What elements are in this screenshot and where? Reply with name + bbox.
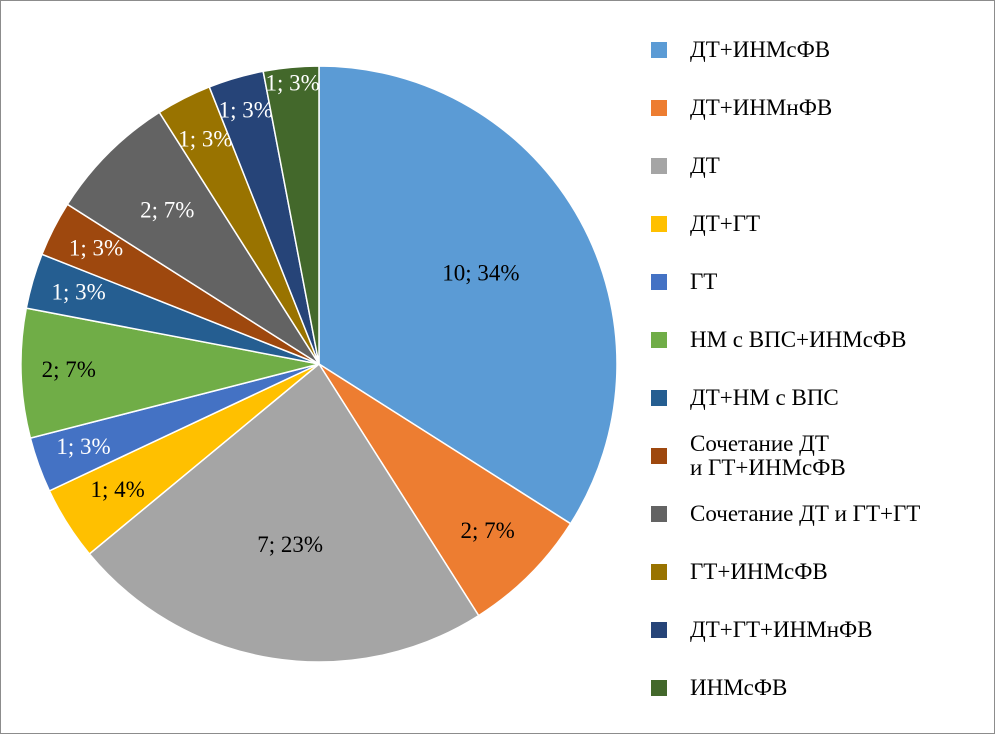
pie-slice-1: [318, 363, 572, 617]
pie-slice-5: [20, 307, 320, 440]
slice-data-label-1: 2; 7%: [460, 518, 514, 543]
legend-swatch-0: [651, 42, 667, 58]
legend-swatch-11: [651, 680, 667, 696]
legend-swatch-10: [651, 622, 667, 638]
slice-data-label-5: 2; 7%: [42, 357, 96, 382]
legend-item-2: ДТ: [651, 137, 991, 195]
legend-item-10: ДТ+ГТ+ИНМнФВ: [651, 601, 991, 659]
legend-swatch-2: [651, 158, 667, 174]
slice-data-label-0: 10; 34%: [442, 260, 519, 285]
legend-swatch-3: [651, 216, 667, 232]
legend-item-0: ДТ+ИНМсФВ: [651, 21, 991, 79]
pie-slice-11: [262, 65, 320, 365]
legend-item-6: ДТ+НМ с ВПС: [651, 369, 991, 427]
legend-item-9: ГТ+ИНМсФВ: [651, 543, 991, 601]
legend-label-6: ДТ+НМ с ВПС: [690, 385, 839, 410]
legend-swatch-8: [651, 506, 667, 522]
legend-swatch-6: [651, 390, 667, 406]
slice-data-label-9: 1; 3%: [178, 126, 232, 151]
legend-item-3: ДТ+ГТ: [651, 195, 991, 253]
pie-slice-8: [66, 111, 320, 365]
slice-data-label-7: 1; 3%: [69, 236, 123, 261]
legend-label-4: ГТ: [690, 269, 718, 294]
pie-chart: 10; 34%2; 7%7; 23%1; 4%1; 3%2; 7%1; 3%1;…: [20, 65, 618, 663]
legend-label-2: ДТ: [690, 153, 720, 178]
legend-item-4: ГТ: [651, 253, 991, 311]
legend-item-8: Сочетание ДТ и ГТ+ГТ: [651, 485, 991, 543]
slice-data-label-8: 2; 7%: [140, 198, 194, 223]
slice-data-label-2: 7; 23%: [257, 532, 323, 557]
slice-data-label-4: 1; 3%: [56, 434, 110, 459]
legend-label-1: ДТ+ИНМнФВ: [690, 95, 833, 120]
legend-swatch-1: [651, 100, 667, 116]
pie-slice-2: [88, 362, 480, 663]
pie-slice-0: [318, 65, 618, 525]
slice-data-label-6: 1; 3%: [51, 279, 105, 304]
legend-label-9: ГТ+ИНМсФВ: [690, 559, 828, 584]
legend-item-5: НМ с ВПС+ИНМсФВ: [651, 311, 991, 369]
legend-label-11: ИНМсФВ: [690, 675, 788, 700]
slice-data-label-10: 1; 3%: [219, 97, 273, 122]
legend-swatch-4: [651, 274, 667, 290]
legend-swatch-7: [651, 448, 667, 464]
legend-label-8: Сочетание ДТ и ГТ+ГТ: [690, 501, 921, 526]
slice-data-label-11: 1; 3%: [265, 70, 319, 95]
legend-swatch-5: [651, 332, 667, 348]
legend-label-3: ДТ+ГТ: [690, 211, 761, 236]
legend-item-7: Сочетание ДТ и ГТ+ИНМсФВ: [651, 427, 991, 485]
legend-swatch-9: [651, 564, 667, 580]
legend-item-1: ДТ+ИНМнФВ: [651, 79, 991, 137]
legend-label-10: ДТ+ГТ+ИНМнФВ: [690, 617, 873, 642]
legend: ДТ+ИНМсФВ ДТ+ИНМнФВ ДТ ДТ+ГТ ГТ НМ с ВПС+ИНМс…: [651, 21, 991, 717]
legend-label-0: ДТ+ИНМсФВ: [690, 37, 831, 62]
slice-data-label-3: 1; 4%: [91, 477, 145, 502]
legend-label-5: НМ с ВПС+ИНМсФВ: [690, 327, 907, 352]
legend-item-11: ИНМсФВ: [651, 659, 991, 717]
legend-label-7: Сочетание ДТ и ГТ+ИНМсФВ: [690, 431, 846, 480]
